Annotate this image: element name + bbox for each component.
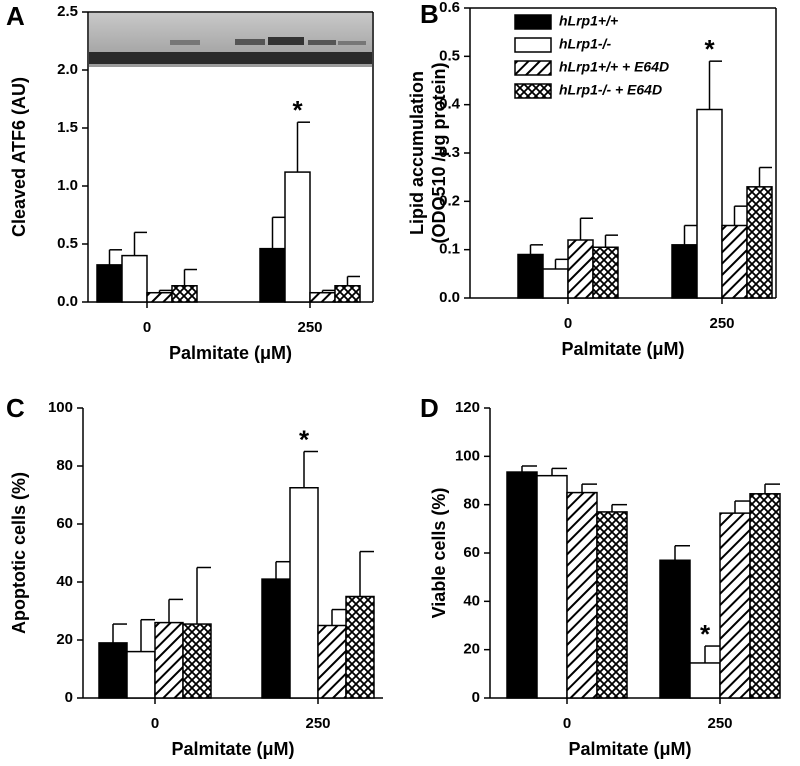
y-tick-label: 0.2 (439, 192, 460, 209)
significance-marker: * (299, 424, 310, 454)
y-axis-label: Cleaved ATF6 (AU) (9, 77, 29, 237)
bar (334, 285, 361, 303)
significance-marker: * (704, 34, 715, 64)
y-tick-label: 40 (56, 573, 73, 590)
panel-label: D (420, 393, 439, 423)
significance-marker: * (700, 619, 711, 649)
bar (721, 224, 748, 299)
y-tick-label: 60 (56, 515, 73, 532)
x-tick-label: 250 (305, 715, 330, 732)
bar (542, 268, 569, 299)
panel-label: B (420, 0, 439, 29)
y-tick-label: 120 (455, 399, 480, 416)
legend-label: hLrp1+/+ (559, 13, 618, 29)
bar (171, 285, 198, 303)
panel-label: A (6, 1, 25, 31)
y-tick-label: 0.6 (439, 0, 460, 16)
bar (345, 595, 375, 699)
y-tick-label: 0.0 (439, 289, 460, 306)
y-axis-label: Lipid accumulation (407, 71, 427, 235)
bar (671, 244, 698, 299)
y-tick-label: 0 (65, 689, 73, 706)
y-tick-label: 0.4 (439, 96, 461, 113)
x-axis-label: Palmitate (μM) (561, 339, 684, 359)
bar (506, 471, 538, 699)
y-tick-label: 100 (48, 399, 73, 416)
y-tick-label: 60 (463, 544, 480, 561)
bar (98, 642, 128, 699)
legend-swatch (514, 83, 552, 99)
bar (696, 108, 723, 299)
y-tick-label: 1.5 (57, 119, 78, 136)
significance-marker: * (292, 95, 303, 125)
bar (659, 559, 691, 699)
panel-label: C (6, 393, 25, 423)
bar (536, 474, 568, 699)
y-tick-label: 2.5 (57, 3, 78, 20)
y-tick-label: 1.0 (57, 177, 78, 194)
bar (309, 291, 336, 303)
y-axis-label: (ODO510 /μg protein) (429, 62, 449, 243)
y-tick-label: 0.5 (439, 47, 460, 64)
x-tick-label: 250 (709, 315, 734, 332)
x-tick-label: 0 (564, 315, 572, 332)
legend-swatch (514, 14, 552, 30)
y-tick-label: 2.0 (57, 61, 78, 78)
y-tick-label: 0.0 (57, 293, 78, 310)
bar (126, 650, 156, 699)
x-axis-label: Palmitate (μM) (169, 343, 292, 363)
x-tick-label: 250 (707, 715, 732, 732)
x-tick-label: 0 (563, 715, 571, 732)
legend-label: hLrp1+/+ + E64D (559, 59, 669, 75)
y-tick-label: 0.3 (439, 144, 460, 161)
x-tick-label: 250 (297, 319, 322, 336)
bar (284, 171, 311, 303)
bar (517, 253, 544, 299)
y-tick-label: 100 (455, 447, 480, 464)
y-tick-label: 20 (56, 631, 73, 648)
legend-swatch (514, 60, 552, 76)
western-blot-inset (89, 13, 372, 67)
y-tick-label: 0.1 (439, 241, 460, 258)
bar (146, 291, 173, 303)
bar (154, 621, 184, 699)
bar (749, 493, 781, 699)
legend-label: hLrp1-/- (559, 36, 611, 52)
y-tick-label: 80 (56, 457, 73, 474)
bar (259, 247, 286, 303)
bar (121, 254, 148, 303)
bar (567, 239, 594, 299)
y-tick-label: 0.5 (57, 235, 78, 252)
bar (261, 578, 291, 699)
x-tick-label: 0 (143, 319, 151, 336)
bar (96, 264, 123, 303)
legend-label: hLrp1-/- + E64D (559, 82, 662, 98)
x-axis-label: Palmitate (μM) (568, 739, 691, 759)
y-tick-label: 80 (463, 496, 480, 513)
bar (289, 487, 319, 699)
bar (746, 186, 773, 299)
bar (566, 491, 598, 699)
legend-swatch (514, 37, 552, 53)
y-tick-label: 40 (463, 592, 480, 609)
bar (596, 511, 628, 699)
bar (592, 246, 619, 299)
y-tick-label: 20 (463, 641, 480, 658)
bar (689, 662, 721, 699)
y-tick-label: 0 (472, 689, 480, 706)
bar (317, 624, 347, 699)
bar (719, 512, 751, 699)
y-axis-label: Apoptotic cells (%) (9, 472, 29, 634)
x-axis-label: Palmitate (μM) (171, 739, 294, 759)
y-axis-label: Viable cells (%) (429, 488, 449, 619)
x-tick-label: 0 (151, 715, 159, 732)
bar (182, 623, 212, 699)
